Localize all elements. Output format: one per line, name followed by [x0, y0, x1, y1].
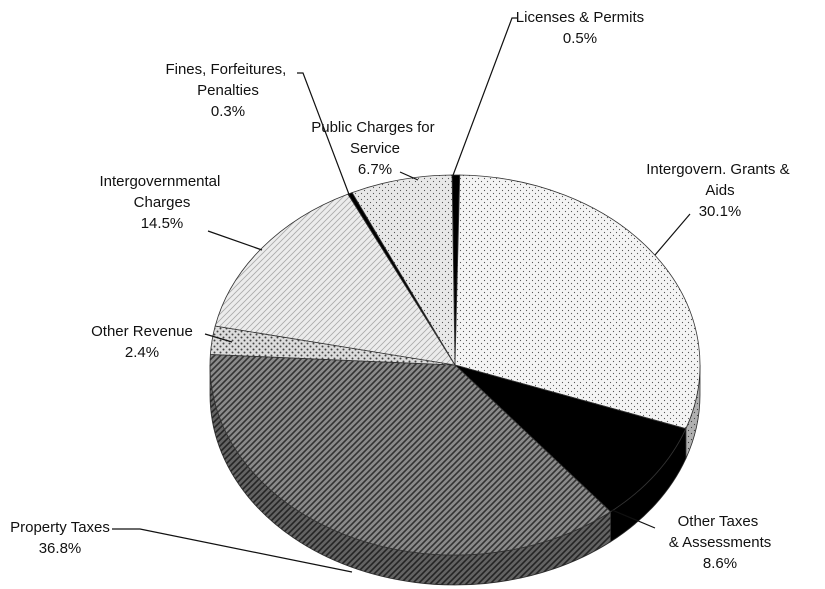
value-label: 0.5% [563, 30, 597, 47]
value-label: 14.5% [141, 215, 184, 232]
slice-side-shade [685, 365, 700, 459]
slice-side-shade [610, 428, 686, 542]
category-label: Public Charges for Service [311, 119, 439, 157]
leader-line [611, 509, 656, 529]
slice-side-shade [210, 365, 611, 586]
category-label: Licenses & Permits [516, 9, 644, 26]
value-label: 2.4% [125, 344, 159, 361]
leader-line [207, 230, 263, 251]
category-label: Other Taxes & Assessments [669, 513, 772, 551]
leader-line [112, 528, 353, 573]
leader-line [297, 72, 351, 198]
leader-line [451, 17, 517, 179]
value-label: 36.8% [39, 540, 82, 557]
leader-line [654, 213, 691, 256]
labels: Licenses & Permits 0.5% Intergovern. Grant… [10, 9, 794, 573]
category-label: Other Revenue [91, 323, 193, 340]
leader-line [204, 333, 233, 343]
category-label: Property Taxes [10, 519, 110, 536]
pie-tops [209, 174, 701, 556]
category-label: Fines, Forfeitures, Penalties [165, 61, 290, 99]
value-label: 6.7% [358, 161, 392, 178]
slice [209, 354, 612, 556]
value-label: 0.3% [211, 103, 245, 120]
value-label: 8.6% [703, 555, 737, 572]
slice [454, 364, 687, 513]
leader-line [399, 171, 419, 181]
slice [454, 174, 701, 430]
value-label: 30.1% [699, 203, 742, 220]
slice [214, 193, 456, 366]
category-label: Intergovern. Grants & Aids [646, 161, 794, 199]
category-label: Intergovernmental Charges [99, 173, 224, 211]
slice [351, 174, 456, 367]
